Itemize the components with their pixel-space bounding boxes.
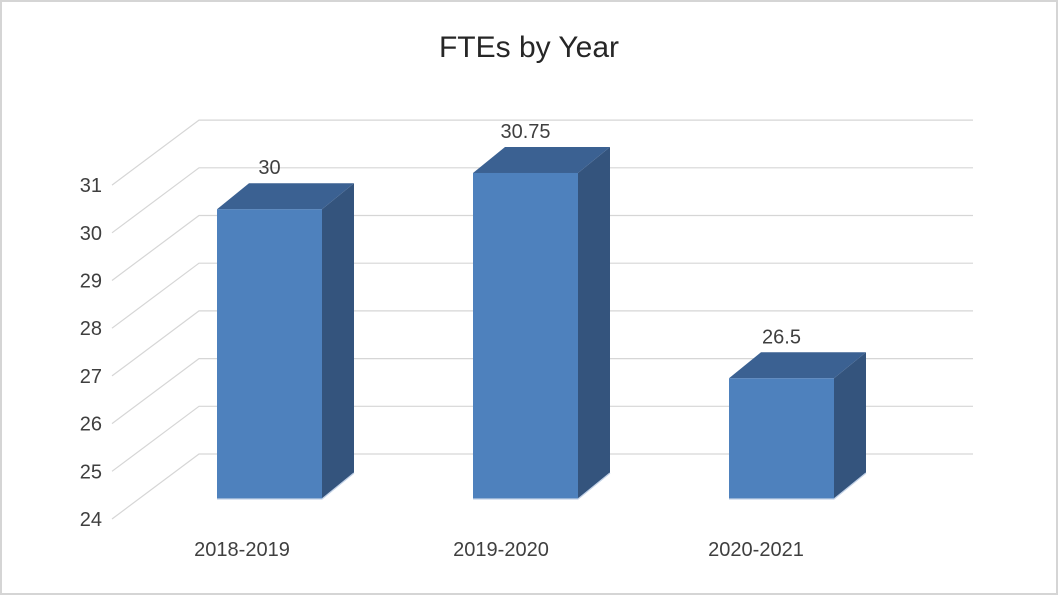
- bar-bottom-edge: [473, 472, 611, 500]
- y-tick-label: 31: [80, 175, 102, 197]
- y-tick-label: 27: [80, 366, 102, 388]
- gridline-25: [111, 405, 973, 472]
- bar-top-2018-2019: [217, 183, 354, 210]
- x-category-label: 2018-2019: [194, 539, 290, 561]
- y-tick-label: 26: [80, 414, 102, 436]
- bar-side-2019-2020: [578, 146, 610, 499]
- y-tick-label: 30: [80, 223, 102, 245]
- x-category-label: 2019-2020: [453, 539, 549, 561]
- gridline-30: [111, 167, 973, 234]
- bar-2020-2021: [729, 378, 834, 499]
- gridline-28: [111, 262, 973, 329]
- bar-side-2020-2021: [834, 352, 866, 499]
- y-tick-label: 29: [80, 271, 102, 293]
- gridline-27: [111, 310, 973, 377]
- y-tick-label: 28: [80, 318, 102, 340]
- gridline-24: [111, 453, 973, 520]
- bar-2018-2019: [217, 209, 322, 499]
- bar-side-2018-2019: [322, 183, 354, 499]
- gridline-31: [111, 119, 973, 186]
- bar-top-2019-2020: [473, 146, 610, 173]
- data-label-2019-2020: 30.75: [500, 121, 550, 143]
- gridline-29: [111, 214, 973, 281]
- bar-top-2020-2021: [729, 352, 866, 379]
- bar-2019-2020: [473, 172, 578, 499]
- y-tick-label: 24: [80, 509, 102, 531]
- data-label-2020-2021: 26.5: [762, 326, 801, 348]
- bar-bottom-edge: [729, 472, 867, 500]
- data-label-2018-2019: 30: [258, 157, 280, 179]
- y-tick-label: 25: [80, 461, 102, 483]
- gridline-26: [111, 358, 973, 425]
- bar-bottom-edge: [217, 472, 355, 500]
- x-category-label: 2020-2021: [708, 539, 804, 561]
